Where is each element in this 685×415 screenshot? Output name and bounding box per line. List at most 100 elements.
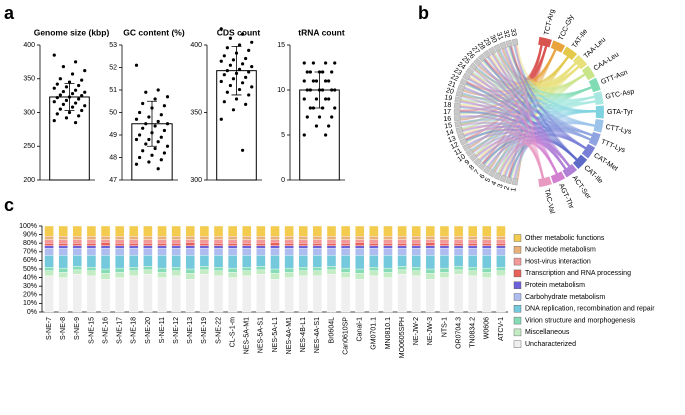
data-point — [77, 114, 81, 118]
bar-segment — [467, 236, 478, 240]
chart-title: GC content (%) — [123, 27, 185, 37]
node-label: 2 — [503, 185, 511, 191]
data-point — [225, 90, 229, 94]
data-point — [327, 97, 331, 101]
bar-segment — [453, 245, 464, 249]
data-point — [219, 117, 223, 121]
data-point — [314, 79, 319, 83]
chord — [493, 49, 557, 172]
chord — [468, 120, 595, 147]
chord-segment — [454, 121, 462, 128]
bar-segment — [213, 267, 224, 271]
legend-label: Transcription and RNA processing — [525, 270, 631, 277]
chord-segment — [459, 138, 468, 146]
data-point — [317, 115, 322, 119]
chord — [460, 99, 558, 175]
bar-segment — [298, 270, 308, 277]
chord — [497, 49, 557, 83]
data-point — [83, 69, 87, 73]
data-point — [159, 135, 163, 139]
legend-swatch — [513, 328, 522, 337]
bar-segment — [185, 248, 195, 256]
y-tick-label: 47 — [109, 177, 117, 184]
chord — [496, 100, 596, 174]
data-point — [234, 97, 239, 101]
chord — [499, 49, 591, 141]
bar-segment — [227, 272, 238, 278]
data-point — [333, 61, 337, 65]
x-tick-label: S-NE-11 — [159, 317, 166, 343]
chord — [481, 60, 577, 89]
legend-swatch — [513, 269, 522, 278]
chord — [466, 46, 548, 93]
x-tick-label: NES-5A-L1 — [272, 317, 279, 353]
bar-segment — [369, 239, 379, 244]
bar-segment — [185, 236, 195, 240]
data-point — [162, 104, 167, 108]
x-tick-label: TN0834.2 — [470, 317, 477, 348]
x-tick-label: NES-5A-M1 — [244, 317, 251, 354]
node-label: 11 — [453, 148, 463, 158]
data-point — [141, 101, 145, 106]
bar-segment — [411, 270, 421, 277]
bar-segment — [86, 245, 97, 249]
bar-segment — [369, 245, 379, 249]
chord — [491, 129, 591, 171]
bar-segment — [397, 248, 407, 256]
bar-segment — [496, 270, 506, 277]
data-point — [231, 77, 236, 81]
bar-segment — [298, 255, 308, 268]
y-tick-label: 5 — [281, 132, 285, 139]
bar-segment — [242, 255, 252, 268]
bar-segment — [157, 245, 167, 249]
bar-segment — [369, 225, 379, 237]
bar-segment — [256, 239, 266, 244]
data-point — [320, 88, 325, 92]
bar-segment — [298, 239, 308, 244]
chord — [468, 76, 545, 179]
data-point — [302, 97, 306, 101]
y-tick-label: 70% — [23, 249, 37, 256]
bar-segment — [397, 245, 407, 249]
bar-segment — [298, 267, 308, 271]
y-tick-label: 53 — [109, 42, 117, 49]
bar-segment — [129, 242, 139, 246]
node-label: 28 — [476, 41, 486, 51]
chord — [466, 110, 597, 143]
data-point — [228, 83, 233, 88]
chord — [470, 126, 591, 151]
bar-segment — [86, 236, 97, 240]
chord — [468, 73, 586, 148]
bar-segment — [411, 255, 421, 268]
data-point — [156, 167, 160, 171]
bar-segment — [171, 270, 181, 277]
chord — [507, 46, 577, 86]
bar-segment — [355, 273, 365, 280]
bar-segment — [383, 242, 393, 246]
y-tick-label: 350 — [23, 76, 35, 83]
bar-segment — [482, 267, 492, 273]
bar-segment — [114, 248, 125, 256]
bar-segment — [213, 270, 224, 277]
chord — [486, 56, 595, 102]
bar-segment — [284, 239, 294, 244]
bar-segment — [242, 267, 252, 271]
bar-segment — [58, 272, 68, 278]
chord — [459, 110, 578, 161]
chord-segment — [482, 165, 491, 175]
bar-segment — [340, 272, 351, 278]
segment-label: TAT-Ile — [571, 28, 589, 50]
segment-label: CTT-Lys — [605, 124, 633, 136]
chord — [459, 110, 597, 114]
data-point — [237, 43, 242, 47]
chord — [480, 95, 595, 162]
bar-segment — [326, 239, 337, 244]
bar-segment — [199, 269, 210, 275]
chord-segment — [469, 153, 478, 162]
bar-segment — [58, 245, 68, 249]
bar-segment — [157, 272, 167, 278]
data-point — [302, 61, 306, 65]
data-point — [137, 133, 142, 137]
bar-segment — [72, 255, 83, 267]
